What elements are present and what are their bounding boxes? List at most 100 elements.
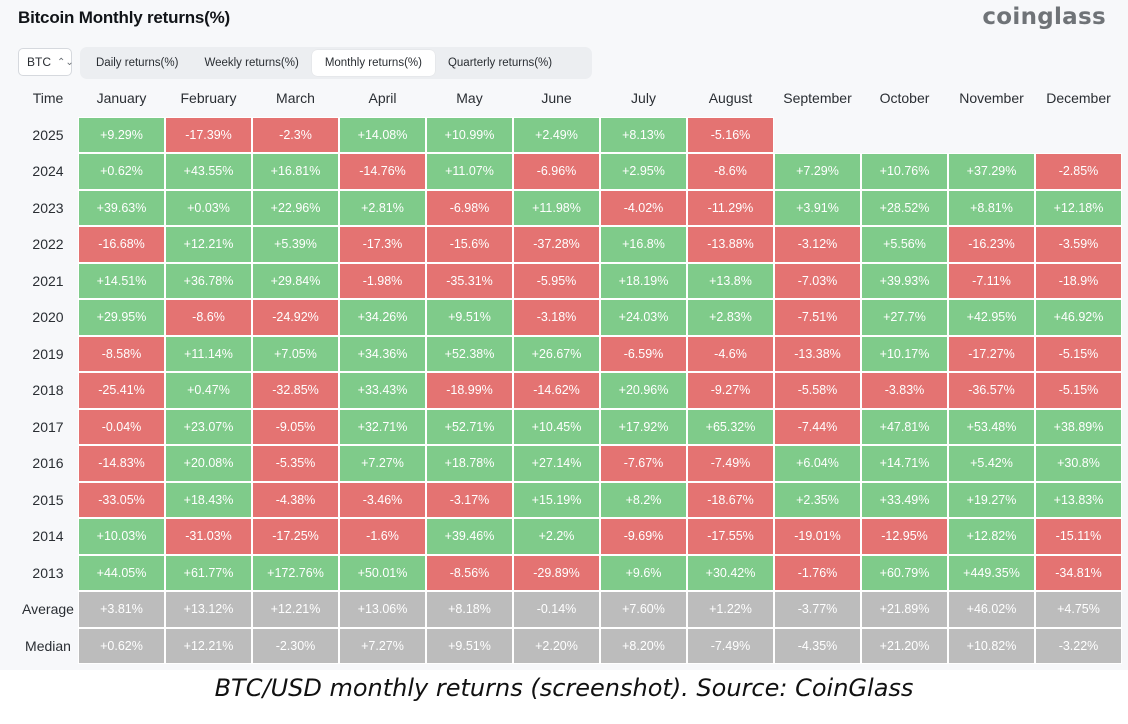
return-cell: -6.59% <box>600 335 687 372</box>
return-cell: +9.6% <box>600 554 687 591</box>
return-cell: -7.44% <box>774 408 861 445</box>
row-label-year: 2025 <box>32 126 64 143</box>
row-label-year: 2015 <box>32 491 64 508</box>
summary-cell: -3.77% <box>774 591 861 628</box>
return-cell: -3.12% <box>774 226 861 263</box>
row-label-average: Average <box>22 601 74 618</box>
return-cell: +34.26% <box>339 299 426 336</box>
column-header-july: July <box>631 90 656 107</box>
figure-caption: BTC/USD monthly returns (screenshot). So… <box>214 674 914 702</box>
summary-cell: +2.20% <box>513 627 600 664</box>
return-cell: -7.03% <box>774 262 861 299</box>
tab-daily-returns[interactable]: Daily returns(%) <box>96 57 179 69</box>
return-cell: +22.96% <box>252 189 339 226</box>
summary-cell: -4.35% <box>774 627 861 664</box>
asset-select-value: BTC <box>27 55 51 69</box>
column-header-december: December <box>1046 90 1111 107</box>
empty-cell <box>948 117 1035 154</box>
row-label-year: 2016 <box>32 455 64 472</box>
return-cell: +7.27% <box>339 445 426 482</box>
return-cell: +60.79% <box>861 554 948 591</box>
return-cell: -31.03% <box>165 518 252 555</box>
return-cell: -3.46% <box>339 481 426 518</box>
column-header-time: Time <box>32 90 64 107</box>
tab-weekly-returns[interactable]: Weekly returns(%) <box>204 57 299 69</box>
return-cell: -15.6% <box>426 226 513 263</box>
return-cell: -17.39% <box>165 116 252 153</box>
return-cell: +23.07% <box>165 408 252 445</box>
return-cell: +0.47% <box>165 372 252 409</box>
column-header-august: August <box>708 90 753 107</box>
return-cell: -1.98% <box>339 262 426 299</box>
row-label-year: 2022 <box>32 236 64 253</box>
summary-cell: +9.51% <box>426 627 513 664</box>
summary-cell: +21.89% <box>861 591 948 628</box>
return-cell: +9.29% <box>78 116 165 153</box>
return-cell: +11.98% <box>513 189 600 226</box>
tab-quarterly-returns[interactable]: Quarterly returns(%) <box>447 57 553 69</box>
return-cell: -7.51% <box>774 299 861 336</box>
tab-monthly-returns[interactable]: Monthly returns(%) <box>311 50 435 76</box>
summary-cell: +12.21% <box>165 627 252 664</box>
return-cell: +16.81% <box>252 153 339 190</box>
return-cell: +10.99% <box>426 116 513 153</box>
return-cell: +7.05% <box>252 335 339 372</box>
return-cell: +19.27% <box>948 481 1035 518</box>
summary-cell: +12.21% <box>252 591 339 628</box>
return-cell: -15.11% <box>1035 518 1122 555</box>
summary-cell: -7.49% <box>687 627 774 664</box>
return-cell: -33.05% <box>78 481 165 518</box>
return-cell: +47.81% <box>861 408 948 445</box>
return-cell: -14.76% <box>339 153 426 190</box>
return-cell: -5.35% <box>252 445 339 482</box>
return-cell: -0.04% <box>78 408 165 445</box>
return-cell: +5.42% <box>948 445 1035 482</box>
return-cell: +8.2% <box>600 481 687 518</box>
return-cell: -29.89% <box>513 554 600 591</box>
asset-select[interactable]: BTC ⌃⌄ <box>18 48 74 76</box>
return-cell: +7.29% <box>774 153 861 190</box>
summary-cell: +8.18% <box>426 591 513 628</box>
return-cell: +39.93% <box>861 262 948 299</box>
return-cell: +38.89% <box>1035 408 1122 445</box>
return-cell: -13.88% <box>687 226 774 263</box>
return-cell: +20.08% <box>165 445 252 482</box>
return-cell: -3.18% <box>513 299 600 336</box>
return-cell: -35.31% <box>426 262 513 299</box>
return-cell: +0.62% <box>78 153 165 190</box>
return-cell: +172.76% <box>252 554 339 591</box>
return-cell: -7.67% <box>600 445 687 482</box>
return-cell: +15.19% <box>513 481 600 518</box>
return-cell: -17.25% <box>252 518 339 555</box>
return-cell: -14.83% <box>78 445 165 482</box>
return-cell: +30.8% <box>1035 445 1122 482</box>
return-cell: +33.49% <box>861 481 948 518</box>
empty-cell <box>774 117 861 154</box>
return-cell: +5.39% <box>252 226 339 263</box>
return-cell: +2.95% <box>600 153 687 190</box>
return-cell: -8.58% <box>78 335 165 372</box>
return-cell: +30.42% <box>687 554 774 591</box>
return-cell: +28.52% <box>861 189 948 226</box>
return-cell: +2.35% <box>774 481 861 518</box>
column-header-april: April <box>368 90 397 107</box>
row-label-year: 2021 <box>32 272 64 289</box>
return-cell: -4.02% <box>600 189 687 226</box>
return-cell: -19.01% <box>774 518 861 555</box>
return-cell: -3.83% <box>861 372 948 409</box>
return-cell: -17.55% <box>687 518 774 555</box>
coinglass-logo: coinglass <box>982 4 1106 30</box>
summary-cell: +0.62% <box>78 627 165 664</box>
return-cell: +65.32% <box>687 408 774 445</box>
period-tabs: Daily returns(%) Weekly returns(%) Month… <box>80 47 592 79</box>
return-cell: +37.29% <box>948 153 1035 190</box>
summary-cell: +1.22% <box>687 591 774 628</box>
return-cell: +42.95% <box>948 299 1035 336</box>
return-cell: -14.62% <box>513 372 600 409</box>
return-cell: -3.17% <box>426 481 513 518</box>
return-cell: +14.08% <box>339 116 426 153</box>
returns-table: Time January February March April May June July… <box>18 80 1122 664</box>
returns-panel: Bitcoin Monthly returns(%) coinglass BTC… <box>18 4 1122 664</box>
return-cell: -6.98% <box>426 189 513 226</box>
return-cell: -11.29% <box>687 189 774 226</box>
